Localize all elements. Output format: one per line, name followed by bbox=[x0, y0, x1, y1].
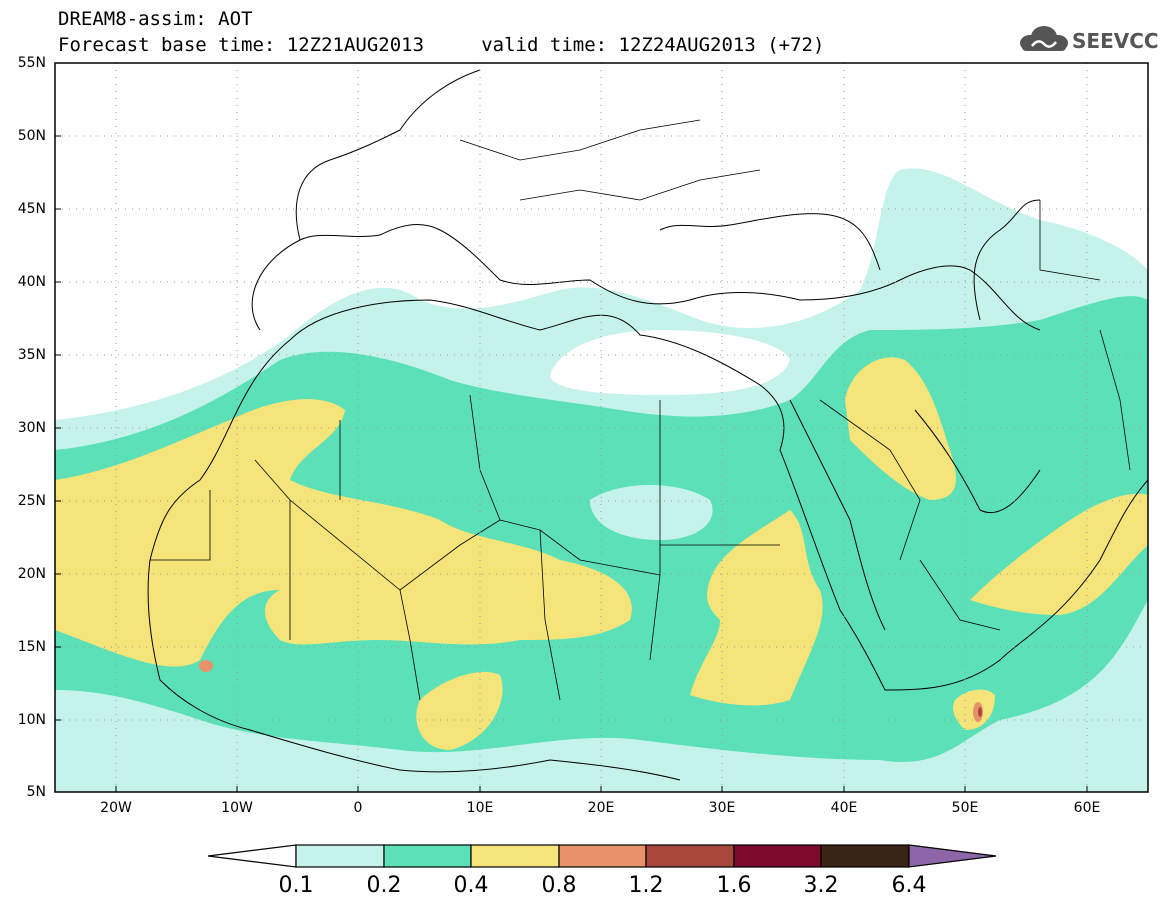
lat-label: 50N bbox=[17, 128, 46, 144]
lon-label: 0 bbox=[353, 800, 363, 816]
cloud-logo-icon bbox=[1020, 26, 1068, 51]
lon-label: 40E bbox=[830, 800, 858, 816]
colorbar-over-arrow bbox=[908, 844, 997, 868]
aot-band-0.4-0.8-sudan bbox=[690, 510, 823, 706]
country-borders bbox=[150, 119, 1131, 701]
lon-label: 60E bbox=[1073, 800, 1101, 816]
aot-clear-patch bbox=[550, 330, 790, 395]
colorbar-bin-0.4-0.8 bbox=[470, 844, 560, 868]
lon-label: 20W bbox=[100, 800, 132, 816]
aot-band-0.4-0.8-chad bbox=[416, 671, 503, 750]
seevccc-logo: SEEVCCC bbox=[1020, 26, 1158, 53]
lat-label: 10N bbox=[17, 712, 46, 728]
colorbar-label: 1.2 bbox=[628, 873, 664, 898]
map-subtitle: Forecast base time: 12Z21AUG2013 valid t… bbox=[58, 34, 825, 56]
colorbar bbox=[207, 844, 997, 868]
lat-label: 25N bbox=[17, 493, 46, 509]
colorbar-under-arrow bbox=[207, 844, 297, 868]
lat-label: 20N bbox=[17, 566, 46, 582]
colorbar-label: 0.1 bbox=[278, 873, 314, 898]
lat-label: 35N bbox=[17, 347, 46, 363]
colorbar-bin-3.2-6.4 bbox=[820, 844, 910, 868]
colorbar-label: 0.4 bbox=[453, 873, 489, 898]
aot-fields bbox=[55, 168, 1148, 792]
colorbar-bin-0.2-0.4 bbox=[383, 844, 472, 868]
lat-label: 5N bbox=[26, 784, 46, 800]
aot-band-0.4-0.8-west bbox=[55, 399, 632, 667]
colorbar-label: 0.8 bbox=[541, 873, 577, 898]
lat-label: 40N bbox=[17, 274, 46, 290]
colorbar-bin-0.1-0.2 bbox=[295, 844, 385, 868]
colorbar-label: 3.2 bbox=[803, 873, 839, 898]
lon-label: 10W bbox=[221, 800, 253, 816]
aot-band-0.4-0.8-oman bbox=[970, 493, 1148, 615]
gridlines bbox=[55, 63, 1148, 792]
axis-ticks bbox=[55, 62, 1088, 792]
lon-label: 50E bbox=[951, 800, 979, 816]
lon-label: 20E bbox=[587, 800, 615, 816]
aot-band-0.4-0.8-arabia bbox=[845, 357, 956, 500]
aot-band-1.2-1.6-somalia bbox=[978, 707, 982, 717]
logo-text: SEEVCCC bbox=[1072, 29, 1158, 53]
colorbar-bin-1.6-3.2 bbox=[733, 844, 822, 868]
aot-band-0.8-1.2-mali bbox=[199, 660, 213, 672]
lon-label: 30E bbox=[708, 800, 736, 816]
lat-label: 15N bbox=[17, 639, 46, 655]
colorbar-label: 6.4 bbox=[891, 873, 927, 898]
coastlines bbox=[147, 69, 1148, 781]
colorbar-bin-1.2-1.6 bbox=[645, 844, 735, 868]
map-title: DREAM8-assim: AOT bbox=[58, 8, 253, 30]
lat-label: 45N bbox=[17, 201, 46, 217]
lon-label: 10E bbox=[466, 800, 494, 816]
lat-label: 55N bbox=[17, 55, 46, 71]
colorbar-label: 0.2 bbox=[366, 873, 402, 898]
colorbar-label: 1.6 bbox=[716, 873, 752, 898]
aot-low-patch bbox=[590, 485, 713, 540]
lat-label: 30N bbox=[17, 420, 46, 436]
colorbar-bin-0.8-1.2 bbox=[558, 844, 647, 868]
